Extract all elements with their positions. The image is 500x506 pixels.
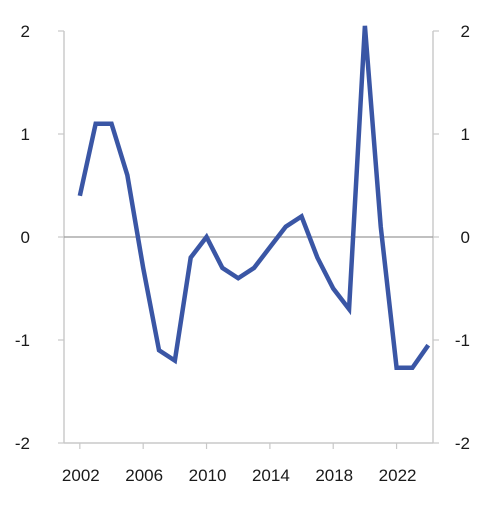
x-tick-label: 2014 [252, 466, 290, 485]
left-y-tick-label: -1 [15, 331, 30, 350]
x-tick-label: 2006 [125, 466, 163, 485]
right-y-ticks: -2 -1 0 1 2 [433, 22, 470, 453]
left-y-ticks: -2 -1 0 1 2 [15, 22, 64, 453]
series-layer [77, 25, 431, 371]
right-y-tick-label: -2 [455, 434, 470, 453]
plot-frame [63, 31, 434, 444]
x-tick-label: 2018 [315, 466, 353, 485]
right-y-tick-label: -1 [455, 331, 470, 350]
x-tick-label: 2022 [379, 466, 417, 485]
right-y-tick-label: 0 [461, 228, 470, 247]
x-tick-label: 2010 [189, 466, 227, 485]
left-y-tick-label: 2 [21, 22, 30, 41]
left-y-tick-label: 1 [21, 125, 30, 144]
series-line [77, 25, 431, 371]
left-y-tick-label: 0 [21, 228, 30, 247]
x-ticks: 2002 2006 2010 2014 2018 2022 [62, 443, 417, 485]
x-tick-label: 2002 [62, 466, 100, 485]
left-y-tick-label: -2 [15, 434, 30, 453]
right-y-tick-label: 2 [461, 22, 470, 41]
right-y-tick-label: 1 [461, 125, 470, 144]
